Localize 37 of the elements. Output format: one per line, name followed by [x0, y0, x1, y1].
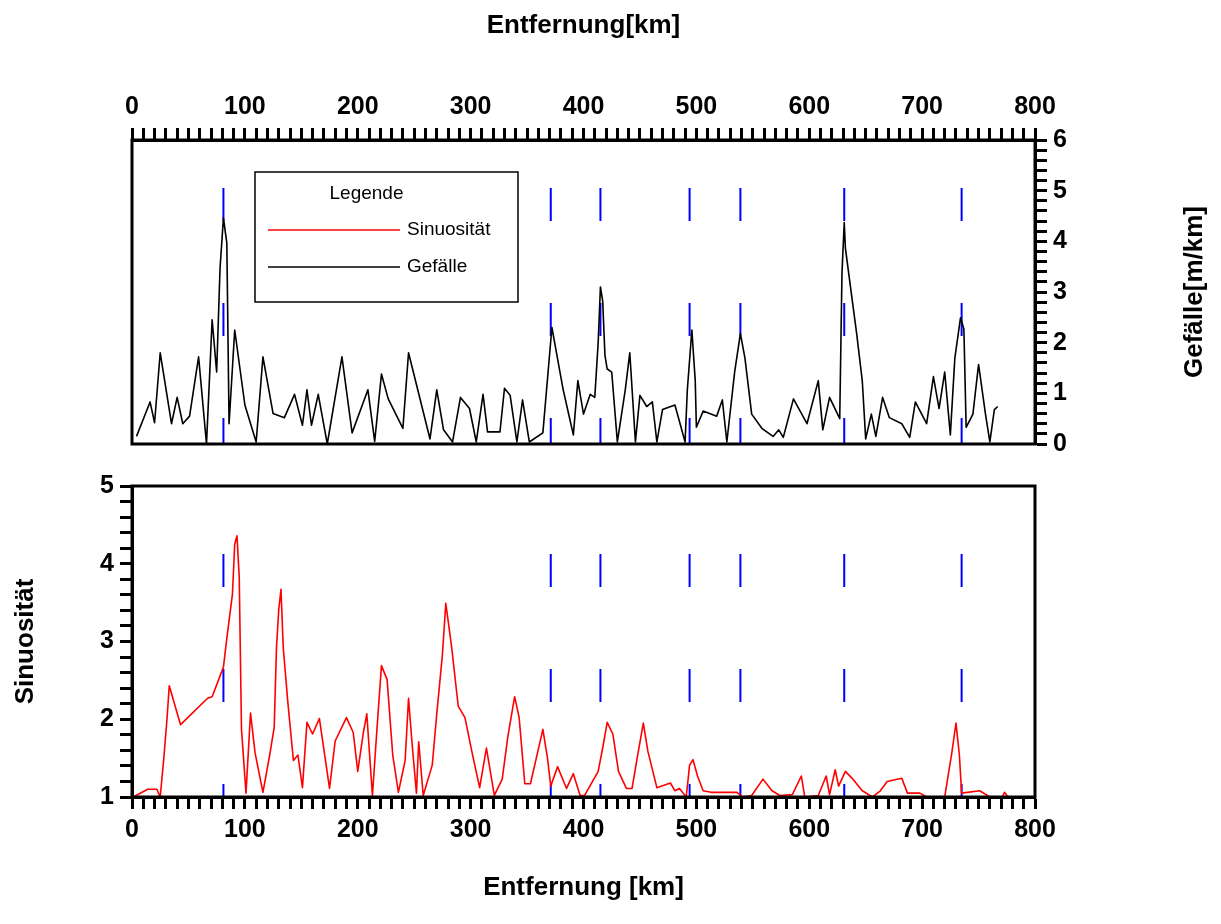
- y-tick-label: 3: [1053, 275, 1067, 304]
- y-tick-label: 5: [100, 469, 115, 498]
- y-tick-label: 5: [1053, 174, 1067, 203]
- y-tick-label: 1: [1053, 377, 1067, 406]
- x-tick-label: 200: [336, 813, 379, 842]
- x-axis-title: Entfernung[km]: [486, 8, 681, 39]
- x-tick-label: 500: [675, 90, 718, 119]
- x-tick-label: 800: [1014, 813, 1056, 842]
- x-tick-label: 700: [901, 813, 943, 842]
- x-tick-label: 400: [562, 90, 605, 119]
- x-tick-label: 600: [788, 90, 831, 119]
- x-axis-title: Entfernung [km]: [483, 870, 684, 901]
- text: Sinuosität: [407, 218, 491, 240]
- y-tick-label: 4: [1053, 225, 1067, 254]
- y-tick-label: 2: [100, 703, 114, 732]
- y-axis-title: Gefälle[m/km]: [1178, 206, 1209, 378]
- x-tick-label: 100: [224, 90, 266, 119]
- legend-title: Legende: [329, 182, 404, 204]
- text: Gefälle: [407, 255, 468, 277]
- x-tick-label: 100: [224, 813, 266, 842]
- y-tick-label: 2: [1053, 326, 1067, 355]
- y-tick-label: 0: [1053, 427, 1067, 456]
- x-tick-label: 200: [336, 90, 379, 119]
- x-tick-label: 600: [788, 813, 831, 842]
- x-tick-label: 0: [125, 90, 139, 119]
- y-tick-label: 4: [100, 547, 115, 576]
- y-tick-label: 6: [1053, 123, 1067, 152]
- text: Sinuosität: [8, 578, 39, 705]
- x-tick-label: 700: [901, 90, 943, 119]
- x-tick-label: 500: [675, 813, 718, 842]
- x-tick-label: 0: [125, 813, 139, 842]
- y-tick-label: 1: [100, 780, 115, 809]
- x-tick-label: 800: [1014, 90, 1056, 119]
- x-tick-label: 400: [562, 813, 605, 842]
- x-tick-label: 300: [449, 813, 492, 842]
- x-tick-label: 300: [449, 90, 492, 119]
- y-tick-label: 3: [100, 625, 114, 654]
